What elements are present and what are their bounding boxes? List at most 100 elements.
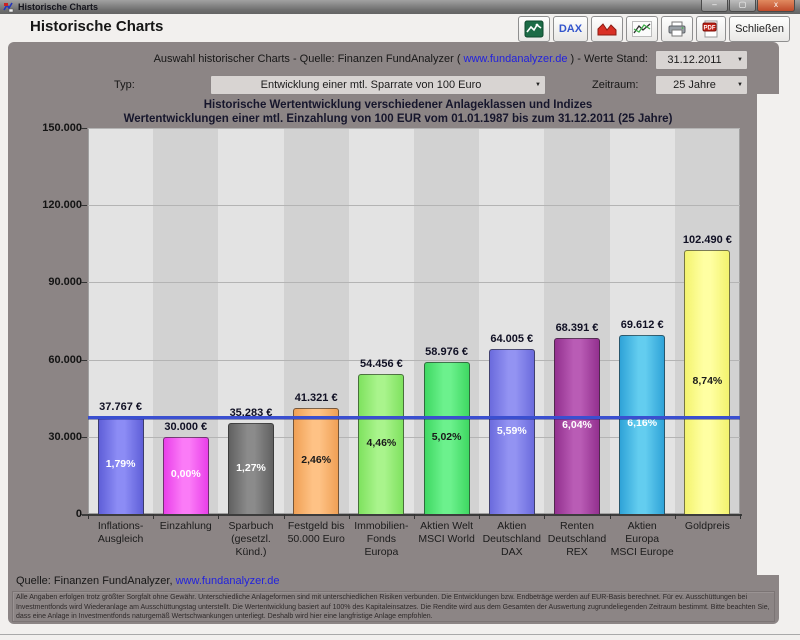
line-chart-button[interactable] — [626, 16, 659, 42]
bar-value-label: 41.321 € — [294, 391, 338, 404]
gridline — [88, 205, 740, 207]
close-dialog-button[interactable]: Schließen — [729, 16, 790, 42]
toolbar: DAX PDF — [517, 16, 790, 42]
bar-value-label: 68.391 € — [555, 322, 599, 334]
zeitraum-label: Zeitraum: — [592, 79, 639, 91]
bar-value-label: 102.490 € — [682, 234, 732, 247]
typ-dropdown[interactable]: Entwicklung einer mtl. Sparrate von 100 … — [210, 75, 546, 95]
bar — [619, 334, 666, 514]
y-axis-tick — [81, 282, 87, 284]
panel-right-gap — [757, 94, 779, 575]
bar-pct-label: 6,16% — [627, 417, 658, 430]
bar — [358, 373, 405, 514]
area-chart-icon — [597, 23, 617, 36]
bar-value-label: 30.000 € — [164, 420, 208, 433]
taskbar-edge — [0, 634, 800, 635]
y-axis-tick — [81, 359, 87, 361]
x-axis-tick — [609, 514, 611, 519]
y-axis-label: 0 — [75, 508, 82, 520]
page-title: Historische Charts — [30, 18, 164, 35]
chevron-down-icon: ▼ — [737, 82, 743, 88]
bar-pct-label: 0,00% — [170, 468, 201, 481]
y-axis-label: 120.000 — [42, 199, 82, 212]
y-axis-label: 30.000 — [48, 430, 82, 443]
x-axis-label: Aktien Deutschland DAX — [482, 520, 541, 558]
chart-subtitle: Wertentwicklungen einer mtl. Einzahlung … — [123, 113, 673, 125]
chevron-down-icon: ▼ — [535, 82, 541, 88]
y-axis-tick — [81, 128, 87, 129]
bar — [293, 407, 340, 514]
x-axis-label: Aktien Europa MSCI Europe — [610, 520, 674, 558]
bar — [684, 250, 731, 514]
zeitraum-dropdown[interactable]: 25 Jahre ▼ — [655, 75, 748, 95]
chart-panel: Auswahl historischer Charts - Quelle: Fi… — [8, 42, 779, 624]
bar-pct-label: 1,79% — [105, 458, 136, 471]
disclaimer-line: Alle Angaben erfolgen trotz größter Sorg… — [16, 594, 748, 601]
minimize-button[interactable]: – — [701, 0, 728, 12]
x-axis-tick — [674, 514, 676, 519]
printer-icon — [668, 21, 686, 37]
bar — [488, 349, 535, 514]
inflation-reference-line — [88, 415, 740, 419]
y-axis-tick — [81, 436, 87, 438]
maximize-button[interactable]: ▢ — [729, 0, 756, 12]
y-axis-label: 150.000 — [42, 122, 82, 134]
gridline — [88, 436, 740, 438]
svg-text:PDF: PDF — [704, 26, 716, 32]
x-axis-tick — [153, 514, 155, 519]
chevron-down-icon: ▼ — [737, 57, 743, 63]
bar — [554, 338, 600, 514]
werte-stand-dropdown[interactable]: 31.12.2011 ▼ — [655, 50, 748, 70]
x-axis-tick — [218, 514, 220, 519]
bar-pct-label: 8,74% — [692, 375, 723, 388]
bar-pct-label: 2,46% — [301, 453, 332, 466]
bar-pct-label: 1,27% — [236, 461, 266, 474]
x-axis-label: Inflations- Ausgleich — [97, 520, 144, 545]
y-axis-tick — [81, 205, 87, 207]
chart-title: Historische Wertentwicklung verschiedene… — [203, 99, 593, 111]
bar-pct-label: 5,02% — [431, 431, 462, 444]
x-axis-label: Sparbuch (gesetzl. Künd.) — [228, 520, 274, 558]
x-axis-label: Aktien Welt MSCI World — [418, 520, 475, 545]
x-axis-tick — [348, 514, 350, 519]
x-axis-label: Renten Deutschland REX — [547, 520, 607, 558]
bar — [423, 362, 470, 514]
source-selection-label: Auswahl historischer Charts - Quelle: Fi… — [153, 53, 648, 65]
bar — [228, 423, 274, 514]
app-icon — [3, 2, 14, 12]
bar-value-label: 37.767 € — [99, 400, 142, 413]
x-axis-label: Goldpreis — [684, 520, 730, 532]
bar-pct-label: 4,46% — [366, 436, 397, 449]
bar-pct-label: 6,04% — [562, 419, 592, 431]
bar-value-label: 69.612 € — [620, 318, 664, 331]
gridline — [88, 128, 740, 129]
pdf-icon: PDF — [702, 20, 718, 38]
area-chart-button[interactable] — [591, 16, 624, 42]
x-axis-line — [82, 514, 742, 516]
bar-value-label: 64.005 € — [490, 333, 534, 346]
x-axis-tick — [283, 514, 285, 519]
dax-button[interactable]: DAX — [552, 16, 589, 42]
line-chart-icon — [632, 21, 653, 37]
gridline — [88, 359, 740, 361]
fundanalyzer-link[interactable]: www.fundanalyzer.de — [463, 53, 568, 65]
bar-value-label: 58.976 € — [425, 346, 468, 359]
y-axis-label: 90.000 — [48, 276, 82, 289]
disclaimer-line: Investmentfonds wird Wiederanlage am Aus… — [16, 603, 770, 611]
disclaimer-line: dass eine Anlage in Investmentfonds natu… — [16, 613, 433, 620]
bar — [162, 436, 209, 514]
x-axis-tick — [544, 514, 546, 519]
pdf-export-button[interactable]: PDF — [696, 16, 727, 42]
fundanalyzer-footer-link[interactable]: www.fundanalyzer.de — [175, 575, 280, 587]
window-title: Historische Charts — [18, 2, 99, 12]
x-axis-tick — [414, 514, 415, 519]
close-window-button[interactable]: x — [757, 0, 795, 12]
bar-value-label: 54.456 € — [359, 357, 403, 370]
fund-chart-button[interactable] — [517, 16, 550, 42]
print-button[interactable] — [661, 16, 694, 42]
gridline — [88, 282, 740, 284]
x-axis-label: Festgeld bis 50.000 Euro — [287, 520, 345, 545]
window-titlebar[interactable]: Historische Charts – ▢ x — [0, 0, 800, 14]
typ-label: Typ: — [114, 79, 135, 91]
